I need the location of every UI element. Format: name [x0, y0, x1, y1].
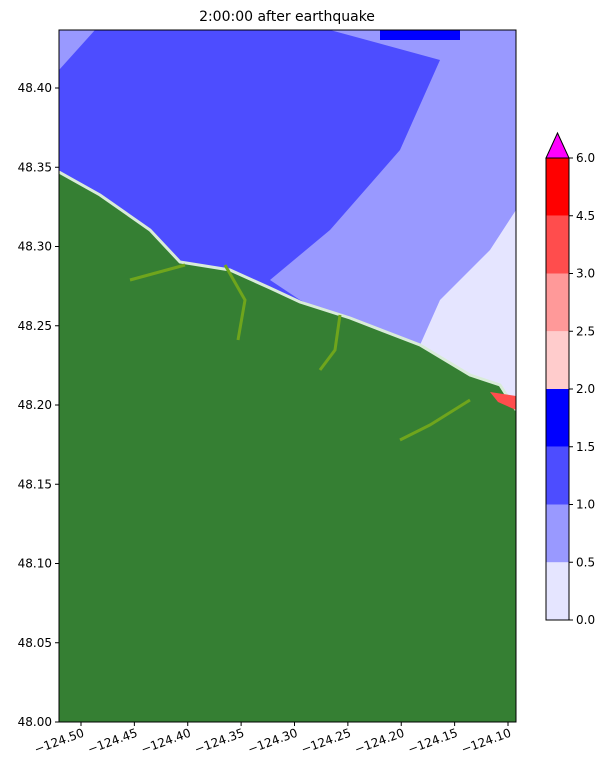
colorbar-tick-label: 1.5: [576, 440, 595, 454]
y-tick-label: 48.20: [18, 398, 52, 412]
map: [59, 30, 516, 722]
ocean-lightest: [420, 210, 516, 400]
colorbar-tick-label: 2.5: [576, 324, 595, 338]
colorbar-segment: [546, 215, 569, 274]
x-tick-label: −124.15: [406, 726, 460, 757]
colorbar-segment: [546, 273, 569, 332]
x-tick-label: −124.30: [246, 726, 300, 757]
land: [59, 172, 516, 722]
x-tick-label: −124.50: [32, 726, 86, 757]
colorbar-tick-label: 1.0: [576, 498, 595, 512]
inundation: [490, 392, 516, 410]
colorbar-segment: [546, 158, 569, 216]
y-tick-label: 48.00: [18, 715, 52, 729]
coastline: [59, 170, 516, 411]
y-tick-label: 48.15: [18, 477, 52, 491]
x-tick-label: −124.25: [299, 726, 353, 757]
y-tick-label: 48.30: [18, 240, 52, 254]
colorbar-extend: [545, 131, 570, 159]
colorbar-tick-label: 2.0: [576, 382, 595, 396]
colorbar-segment: [546, 446, 569, 505]
plot-frame: [58, 29, 517, 723]
y-tick-label: 48.10: [18, 557, 52, 571]
colorbar-segment: [546, 389, 569, 447]
colorbar-tick-label: 3.0: [576, 267, 595, 281]
x-tick-label: −124.45: [86, 726, 140, 757]
y-tick-label: 48.40: [18, 81, 52, 95]
x-tick-label: −124.20: [353, 726, 407, 757]
ocean-light: [59, 30, 95, 70]
colorbar-segment: [546, 504, 569, 563]
colorbar-tick-label: 4.5: [576, 209, 595, 223]
x-tick-label: −124.10: [459, 726, 513, 757]
y-tick-label: 48.05: [18, 636, 52, 650]
y-tick-label: 48.35: [18, 160, 52, 174]
colorbar-tick-label: 0.5: [576, 555, 595, 569]
x-tick-label: −124.40: [139, 726, 193, 757]
river: [129, 263, 471, 442]
x-tick-label: −124.35: [192, 726, 246, 757]
colorbar-tick-label: 6.0: [576, 151, 595, 165]
colorbar-tick-label: 0.0: [576, 613, 595, 627]
colorbar-segment: [546, 562, 569, 620]
ocean-strong: [380, 30, 460, 40]
y-tick-label: 48.25: [18, 319, 52, 333]
chart-title: 2:00:00 after earthquake: [199, 9, 375, 25]
colorbar-segment: [546, 331, 569, 389]
